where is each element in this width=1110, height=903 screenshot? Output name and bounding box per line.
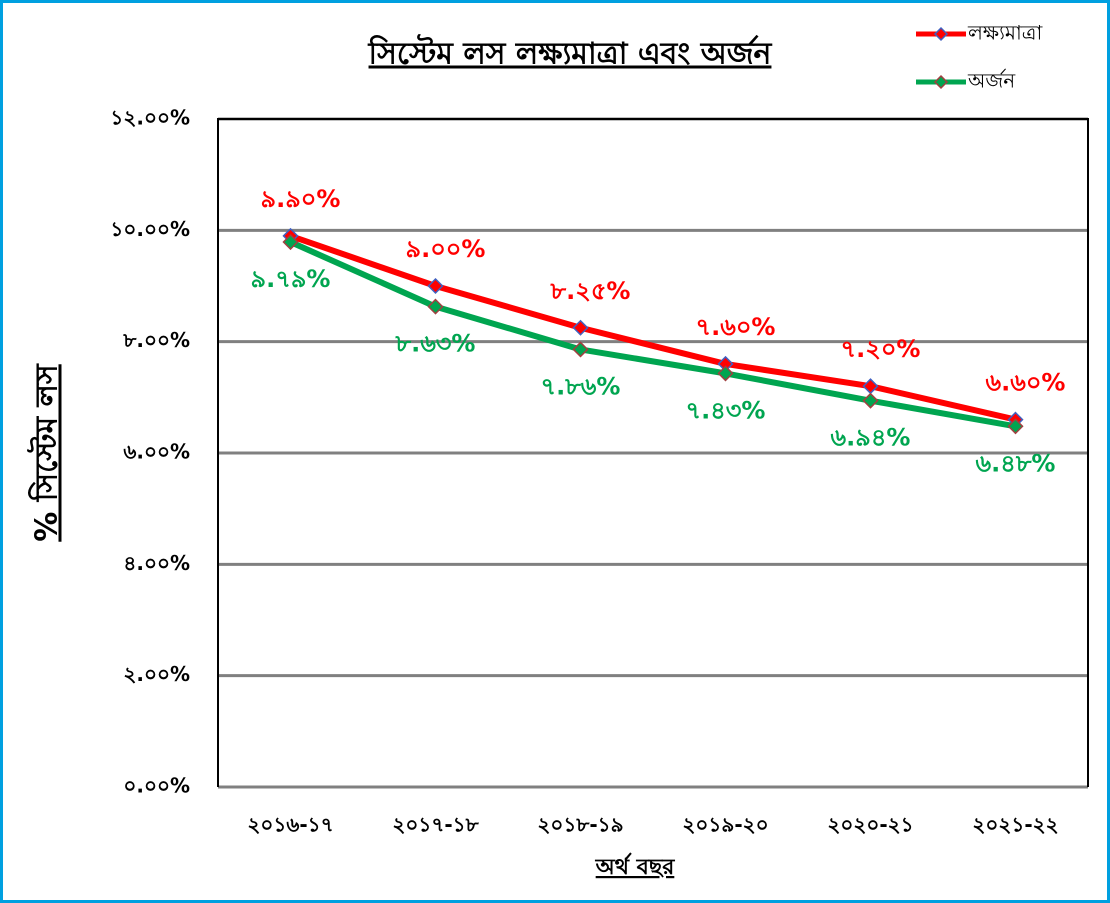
series-line [289, 239, 1017, 430]
y-tick-label: ৮.০০% [122, 328, 190, 352]
data-point [717, 365, 734, 382]
y-tick-label: ০.০০% [123, 774, 190, 798]
data-point [1007, 418, 1024, 435]
data-label: ৭.২০% [841, 335, 921, 363]
y-tick-label: ৬.০০% [123, 440, 190, 464]
data-label: ৮.৬৩% [395, 330, 476, 358]
data-label: ৯.৯০% [261, 185, 341, 213]
data-label: ৭.৮৬% [541, 372, 621, 400]
legend-label: লক্ষ্যমাত্রা [967, 21, 1044, 45]
legend-marker [933, 26, 949, 42]
x-tick-label: ২০২০-২১ [827, 813, 913, 837]
data-label: ৬.৪৮% [976, 449, 1056, 477]
data-point [862, 392, 879, 409]
data-label: ৭.৪৩% [686, 396, 766, 424]
plot-frame [217, 118, 1089, 787]
x-tick-label: ২০২১-২২ [972, 813, 1058, 837]
data-point [282, 233, 299, 251]
chart-title: সিস্টেম লস লক্ষ্যমাত্রা এবং অর্জন [368, 34, 773, 72]
data-point [572, 319, 589, 336]
legend-marker [933, 74, 949, 90]
data-label: ৮.২৫% [550, 277, 631, 305]
x-tick-label: ২০১৯-২০ [682, 813, 768, 837]
x-tick-label: ২০১৭-১৮ [392, 813, 479, 837]
x-axis-label: অর্থ বছর [595, 852, 676, 880]
legend-label: অর্জন [967, 69, 1016, 93]
data-point [427, 298, 444, 315]
data-label: ৬.৯৪% [831, 424, 911, 452]
data-label: ৯.০০% [406, 235, 486, 263]
series-line [289, 233, 1017, 423]
data-point [427, 277, 444, 295]
x-tick-label: ২০১৬-১৭ [247, 813, 333, 837]
y-tick-label: ১২.০০% [110, 106, 190, 130]
data-label: ৭.৬০% [696, 313, 776, 341]
data-point [572, 341, 589, 358]
y-tick-label: ৪.০০% [123, 551, 190, 575]
data-label: ৬.৬০% [986, 369, 1066, 397]
x-tick-label: ২০১৮-১৯ [537, 813, 623, 837]
y-axis-label: % সিস্টেম লস [27, 363, 65, 542]
data-label: ৯.৭৯% [251, 265, 331, 293]
y-tick-label: ১০.০০% [110, 217, 190, 241]
y-tick-label: ২.০০% [123, 662, 190, 686]
